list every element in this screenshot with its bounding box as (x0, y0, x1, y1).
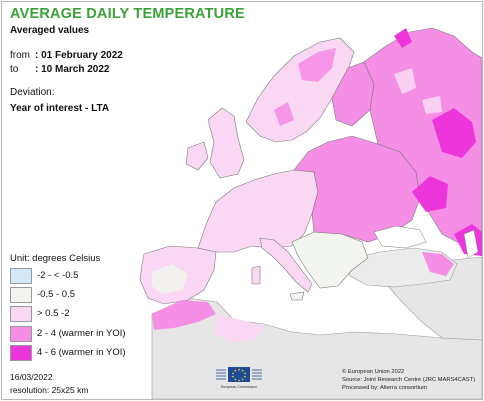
logo-text: European Commission (221, 385, 257, 389)
from-value: : 01 February 2022 (35, 50, 123, 61)
to-value: : 10 March 2022 (35, 64, 110, 75)
turkey-warm-patches (422, 252, 454, 276)
issue-date: 16/03/2022 (10, 372, 53, 382)
russia-land (363, 27, 482, 249)
north-africa-mild (214, 314, 264, 342)
iberia-pattern (152, 264, 188, 294)
ireland-land (185, 141, 209, 171)
black-sea (373, 225, 427, 249)
resolution-text: resolution: 25x25 km (10, 385, 89, 395)
deviation-value: Year of interest - LTA (10, 103, 110, 114)
period-info: from : 01 February 2022 to : 10 March 2022 (10, 49, 123, 77)
sicily-land (289, 291, 305, 301)
legend-swatch (10, 306, 32, 323)
legend-label: 4 - 6 (warmer in YOI) (37, 346, 126, 358)
britain-land (207, 107, 245, 179)
deviation-label: Deviation: (10, 87, 55, 98)
to-label: to (10, 64, 19, 75)
russia-mild-patches (394, 68, 442, 114)
legend-swatch (10, 344, 32, 361)
european-commission-logo: European Commission (216, 367, 262, 389)
credit-copyright: © European Union 2022 (342, 369, 405, 375)
caspian-sea (463, 229, 479, 259)
north-africa-warm (152, 300, 216, 330)
legend-label: 2 - 4 (warmer in YOI) (37, 327, 126, 339)
legend-label: -2 - < -0.5 (37, 270, 79, 281)
map-subtitle: Averaged values (10, 25, 90, 36)
eastern-europe-land (293, 135, 421, 243)
legend-unit: Unit: degrees Celsius (10, 253, 101, 264)
legend-label: > 0.5 -2 (37, 308, 70, 320)
legend-label: -0.5 - 0.5 (37, 289, 76, 301)
credit-processed: Processed by: Alterra consortium (342, 385, 428, 392)
legend-swatch (10, 287, 32, 304)
credits: © European Union 2022 Source: Joint Rese… (342, 368, 475, 393)
credit-source: Source: Joint Research Centre (JRC MARS4… (342, 377, 476, 384)
legend-swatch (10, 325, 32, 342)
from-label: from (10, 50, 30, 61)
map-title: AVERAGE DAILY TEMPERATURE (10, 6, 245, 22)
legend-swatch (10, 268, 32, 284)
italy-land (259, 237, 313, 293)
scandinavia-warm-patches (274, 48, 336, 126)
sardinia-land (251, 265, 261, 285)
